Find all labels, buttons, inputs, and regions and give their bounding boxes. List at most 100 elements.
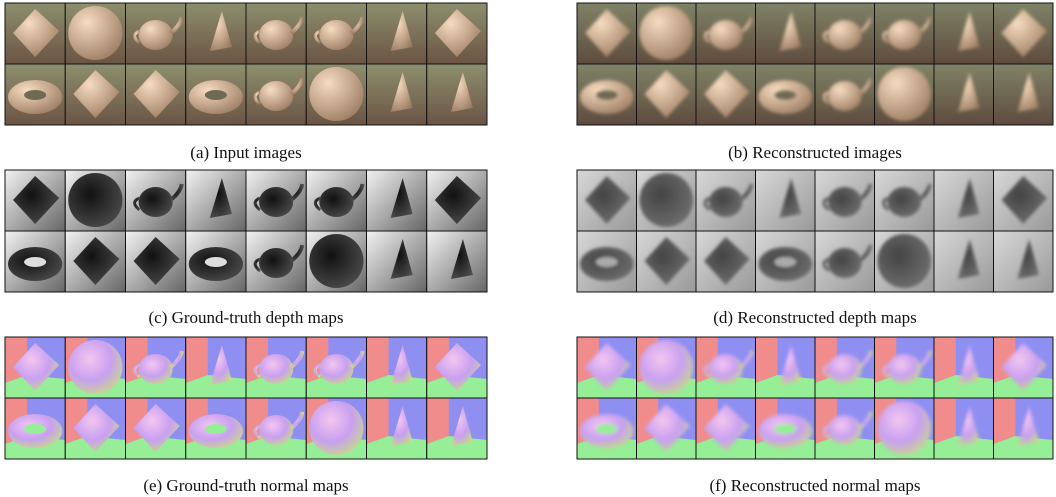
- thumbnail: [815, 337, 875, 398]
- object: [828, 20, 862, 50]
- thumbnail: [875, 3, 935, 64]
- object: [887, 354, 921, 384]
- object-hole: [774, 257, 796, 267]
- background-plane: [934, 337, 956, 383]
- object: [877, 234, 931, 288]
- thumbnail: [815, 3, 875, 64]
- thumbnail: [186, 398, 246, 459]
- image-grid: [577, 3, 1053, 125]
- thumbnail: [756, 337, 816, 398]
- object: [259, 415, 293, 445]
- thumbnail: [65, 64, 125, 125]
- object: [828, 415, 862, 445]
- object: [68, 340, 122, 394]
- object-group: [877, 67, 931, 121]
- object-group: [309, 234, 363, 288]
- thumbnail: [246, 64, 306, 125]
- object: [877, 67, 931, 121]
- thumbnail: [5, 337, 65, 398]
- thumbnail: [994, 398, 1054, 459]
- thumbnail: [306, 337, 366, 398]
- page: (a) Input images (b) Reconstructed image…: [0, 0, 1056, 497]
- thumbnail: [696, 337, 756, 398]
- object-group: [309, 401, 363, 455]
- object: [259, 248, 293, 278]
- thumbnail: [427, 64, 487, 125]
- caption: (d) Reconstructed depth maps: [713, 308, 916, 327]
- thumbnail: [186, 64, 246, 125]
- thumbnail: [637, 3, 697, 64]
- caption: (e) Ground-truth normal maps: [143, 476, 348, 495]
- object: [68, 173, 122, 227]
- object-group: [189, 80, 243, 114]
- image-grid: [5, 3, 487, 125]
- thumbnail: [756, 3, 816, 64]
- thumbnail: [5, 398, 65, 459]
- object-group: [639, 173, 693, 227]
- thumbnail: [994, 64, 1054, 125]
- thumbnail: [696, 231, 756, 292]
- object: [828, 187, 862, 217]
- thumbnail: [756, 398, 816, 459]
- thumbnail: [875, 64, 935, 125]
- thumbnail: [577, 64, 637, 125]
- object-hole: [24, 424, 46, 434]
- object: [319, 354, 353, 384]
- object-hole: [596, 424, 618, 434]
- object: [639, 6, 693, 60]
- object: [709, 354, 743, 384]
- thumbnail: [126, 337, 186, 398]
- thumbnail: [65, 231, 125, 292]
- thumbnail: [696, 170, 756, 231]
- thumbnail: [994, 170, 1054, 231]
- thumbnail: [934, 337, 994, 398]
- caption: (c) Ground-truth depth maps: [149, 308, 344, 327]
- thumbnail: [994, 3, 1054, 64]
- object-group: [189, 247, 243, 281]
- thumbnail: [306, 398, 366, 459]
- thumbnail: [246, 170, 306, 231]
- thumbnail: [427, 231, 487, 292]
- thumbnail: [934, 64, 994, 125]
- thumbnail: [994, 231, 1054, 292]
- thumbnail: [126, 231, 186, 292]
- thumbnail: [875, 231, 935, 292]
- thumbnail: [306, 3, 366, 64]
- thumbnail: [427, 398, 487, 459]
- thumbnail: [367, 3, 427, 64]
- thumbnail: [696, 3, 756, 64]
- thumbnail: [126, 64, 186, 125]
- object: [887, 20, 921, 50]
- object-group: [68, 173, 122, 227]
- object-group: [580, 80, 634, 114]
- object-group: [189, 414, 243, 448]
- object: [877, 401, 931, 455]
- thumbnail: [637, 231, 697, 292]
- caption: (b) Reconstructed images: [728, 143, 902, 162]
- thumbnail: [875, 170, 935, 231]
- thumbnail: [756, 231, 816, 292]
- thumbnail: [126, 3, 186, 64]
- caption: (f) Reconstructed normal maps: [709, 476, 920, 495]
- image-grid: [5, 337, 487, 459]
- object-group: [639, 6, 693, 60]
- image-grid: [5, 170, 487, 292]
- object-hole: [774, 90, 796, 100]
- thumbnail: [126, 398, 186, 459]
- thumbnail: [875, 398, 935, 459]
- object-group: [8, 247, 62, 281]
- thumbnail: [577, 337, 637, 398]
- object-group: [639, 340, 693, 394]
- image-grid: [577, 337, 1053, 459]
- background-plane: [934, 398, 956, 444]
- thumbnail: [126, 170, 186, 231]
- thumbnail: [367, 337, 427, 398]
- thumbnail: [637, 337, 697, 398]
- object-group: [580, 247, 634, 281]
- object-hole: [205, 90, 227, 100]
- thumbnail: [815, 398, 875, 459]
- object: [309, 401, 363, 455]
- thumbnail: [5, 231, 65, 292]
- object-group: [580, 414, 634, 448]
- background-plane: [367, 337, 389, 383]
